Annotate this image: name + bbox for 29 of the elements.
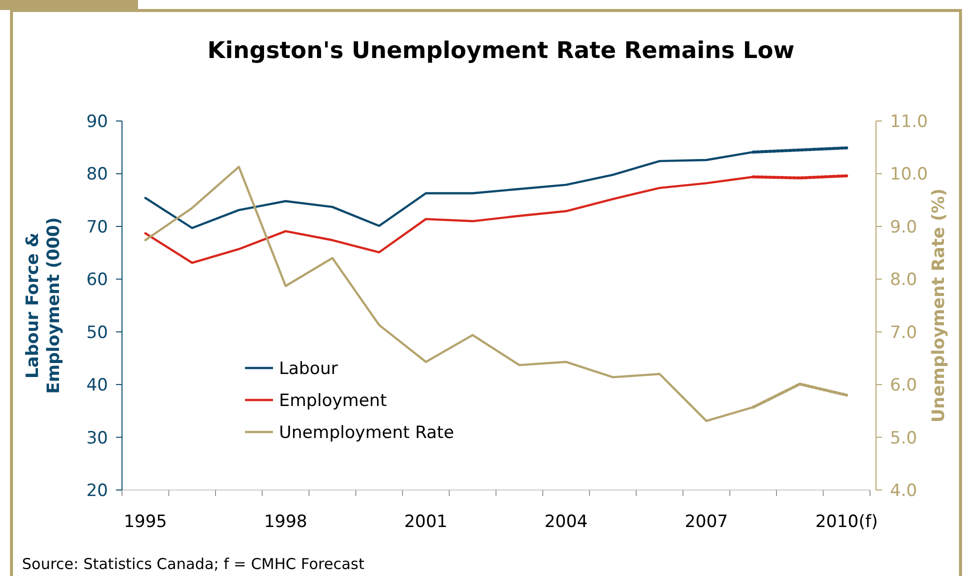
- source-note: Source: Statistics Canada; f = CMHC Forecast: [22, 555, 364, 573]
- y-tick-label: 60: [86, 270, 108, 290]
- y-tick-label: 90: [86, 112, 108, 132]
- y2-tick-label: 11.0: [890, 112, 928, 132]
- x-tick-label: 1995: [124, 512, 168, 532]
- legend-label: Labour: [279, 359, 338, 379]
- legend-label: Unemployment Rate: [279, 423, 454, 443]
- y2-tick-label: 9.0: [890, 217, 918, 238]
- x-tick-label: 2007: [684, 512, 728, 532]
- chart-title: Kingston's Unemployment Rate Remains Low: [207, 38, 795, 64]
- y-tick-label: 70: [86, 217, 108, 238]
- y2-tick-label: 8.0: [890, 270, 918, 290]
- x-tick-label: 2010(f): [815, 512, 878, 532]
- y2-tick-label: 5.0: [890, 428, 918, 448]
- y2-tick-label: 10.0: [890, 164, 928, 185]
- y-axis-title: Labour Force & Employment (000): [23, 217, 64, 394]
- y-tick-label: 20: [86, 481, 108, 501]
- legend-label: Employment: [279, 391, 388, 411]
- y2-tick-label: 4.0: [890, 481, 918, 501]
- y2-tick-label: 7.0: [890, 322, 918, 343]
- y2-axis-title: Unemployment Rate (%): [929, 188, 949, 423]
- x-tick-label: 1998: [264, 512, 308, 532]
- y2-tick-label: 6.0: [890, 376, 918, 396]
- x-tick-label: 2004: [544, 512, 588, 532]
- y-tick-label: 40: [86, 376, 108, 396]
- y-tick-label: 80: [86, 164, 108, 185]
- x-tick-label: 2001: [404, 512, 448, 532]
- y-tick-label: 30: [86, 428, 108, 448]
- y-tick-label: 50: [86, 322, 108, 343]
